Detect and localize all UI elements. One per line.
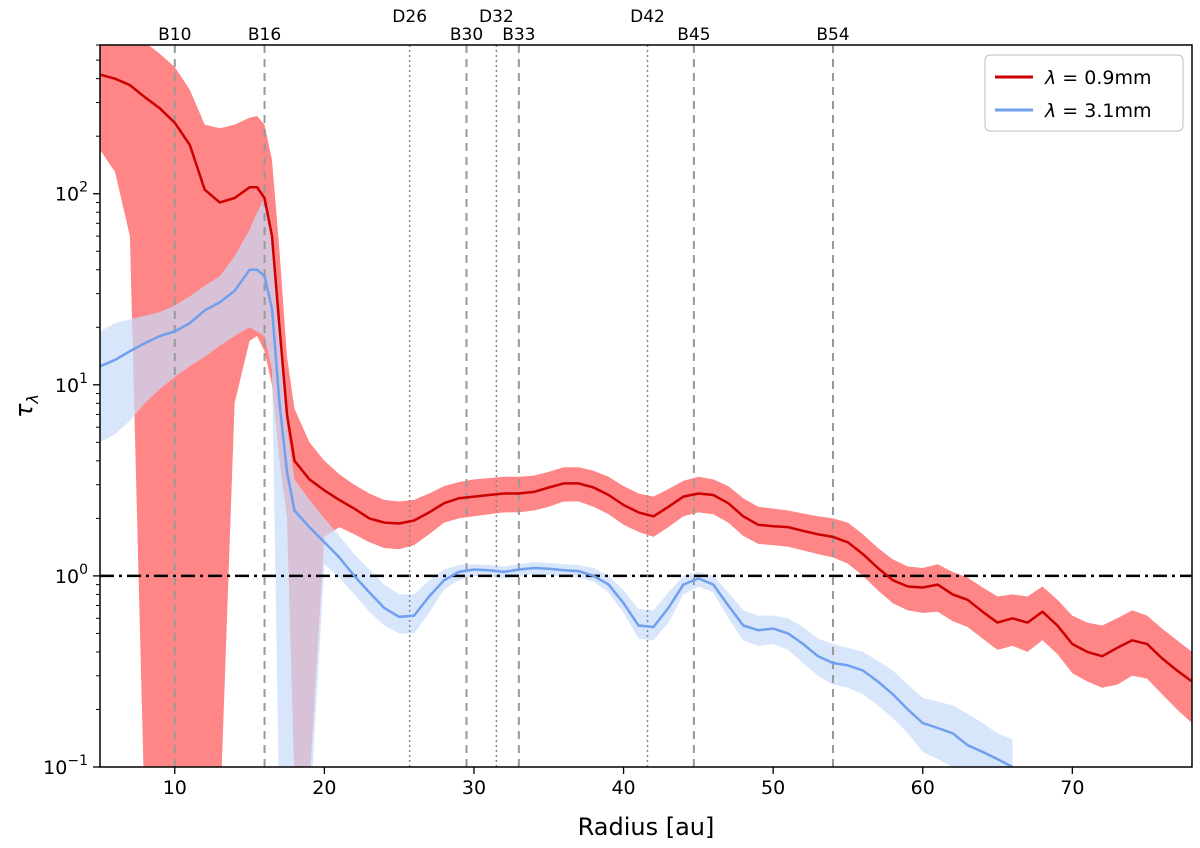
marker-label-d26: D26: [392, 7, 427, 27]
legend-label-2: λ = 3.1mm: [1044, 100, 1151, 122]
x-tick-label-70: 70: [1060, 777, 1084, 799]
marker-label-d32: D32: [479, 7, 514, 27]
legend-box: [984, 54, 1184, 132]
x-tick-label-40: 40: [611, 777, 635, 799]
marker-label-b10: B10: [158, 25, 191, 45]
uncertainty-band-series-2: [100, 198, 1013, 767]
y-axis-title: τλ: [10, 394, 42, 418]
y-tick-label-2: 101: [55, 371, 88, 397]
x-tick-label-50: 50: [761, 777, 785, 799]
y-tick-label-0: 10−1: [43, 753, 88, 779]
legend-label-1: λ = 0.9mm: [1044, 67, 1151, 89]
marker-label-b54: B54: [816, 25, 849, 45]
marker-label-d42: D42: [630, 7, 665, 27]
x-tick-label-20: 20: [312, 777, 336, 799]
marker-label-b45: B45: [677, 25, 710, 45]
marker-label-b33: B33: [502, 25, 535, 45]
marker-label-b30: B30: [450, 25, 483, 45]
x-axis-title: Radius [au]: [578, 813, 715, 841]
plot-frame: [99, 44, 1193, 768]
x-tick-label-60: 60: [911, 777, 935, 799]
y-tick-label-3: 102: [55, 180, 88, 206]
y-tick-label-1: 100: [55, 562, 88, 588]
series-line-2: [100, 268, 1014, 767]
x-tick-label-10: 10: [163, 777, 187, 799]
x-tick-label-30: 30: [462, 777, 486, 799]
marker-label-b16: B16: [248, 25, 281, 45]
series-line-1: [100, 73, 1192, 683]
